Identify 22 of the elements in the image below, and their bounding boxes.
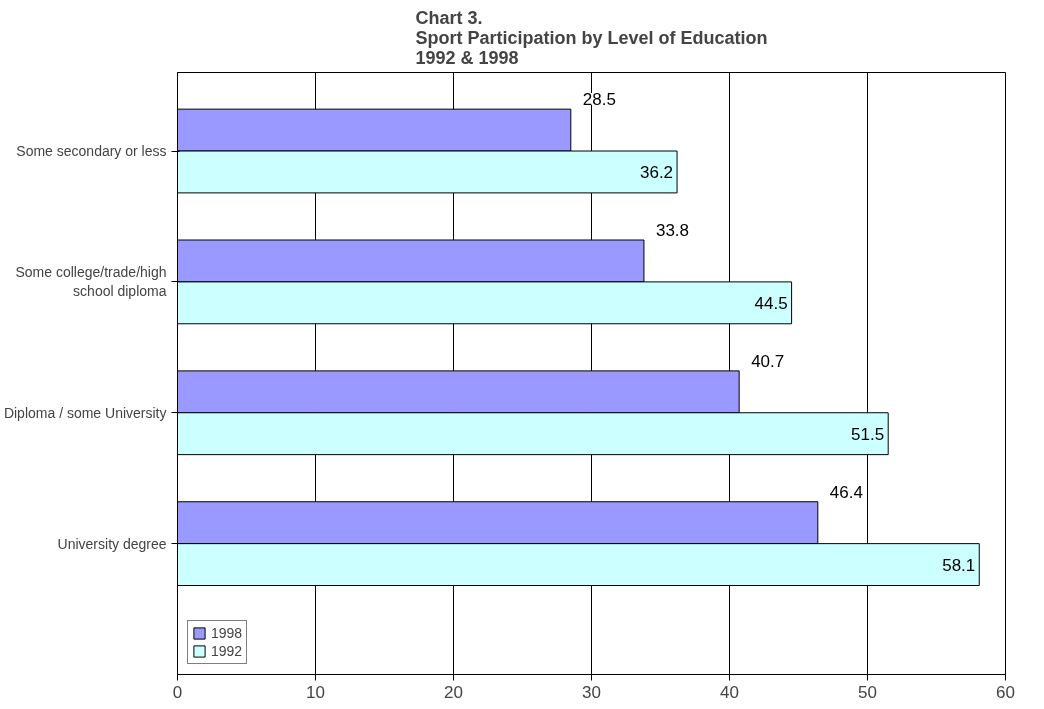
y-tick-label: University degree	[57, 535, 167, 552]
chart-title: Chart 3. Sport Participation by Level of Education 1992 & 1998	[415, 7, 768, 68]
y-tick-label: Some college/trade/high school diploma	[15, 264, 167, 300]
data-label: 33.8	[655, 220, 690, 240]
data-label: 58.1	[942, 555, 976, 575]
data-label: 46.4	[829, 482, 863, 502]
y-tick-label: Some secondary or less	[16, 143, 167, 160]
data-label: 28.5	[582, 89, 616, 109]
x-tick-label: 30	[582, 682, 601, 702]
x-tick-label: 0	[172, 682, 183, 702]
x-tick-label: 10	[306, 682, 325, 702]
x-tick-label: 40	[720, 682, 739, 702]
legend-label: 1992	[211, 643, 243, 659]
x-tick-label: 20	[444, 682, 463, 702]
data-label: 44.5	[754, 293, 788, 313]
legend-label: 1998	[211, 625, 243, 641]
x-tick-label: 60	[996, 682, 1015, 702]
x-tick-label: 50	[858, 682, 877, 702]
data-label: 36.2	[639, 162, 674, 182]
data-label: 51.5	[851, 424, 885, 444]
y-tick-label: Diploma / some University	[3, 404, 167, 421]
data-label: 40.7	[751, 351, 785, 371]
